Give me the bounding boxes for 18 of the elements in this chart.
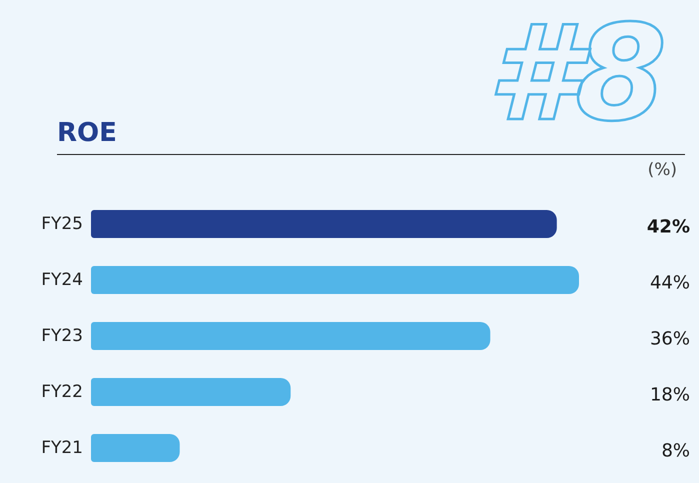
y-tick-label: FY23 (41, 326, 83, 346)
y-tick-label: FY24 (41, 270, 83, 290)
data-label: 8% (661, 440, 690, 462)
bar (91, 434, 180, 462)
y-tick-label: FY25 (41, 214, 83, 234)
chart-title: ROE (57, 118, 117, 148)
data-label: 36% (650, 328, 690, 350)
y-tick-label: FY22 (41, 382, 83, 402)
data-label: 44% (650, 272, 690, 294)
data-label: 42% (646, 216, 690, 238)
bar (91, 322, 490, 350)
bar (91, 378, 291, 406)
bar (91, 210, 557, 238)
text: (%) (648, 160, 677, 180)
y-tick-label: FY21 (41, 438, 83, 458)
text: #8 (487, 0, 663, 151)
data-label: 18% (650, 384, 690, 406)
bar (91, 266, 579, 294)
